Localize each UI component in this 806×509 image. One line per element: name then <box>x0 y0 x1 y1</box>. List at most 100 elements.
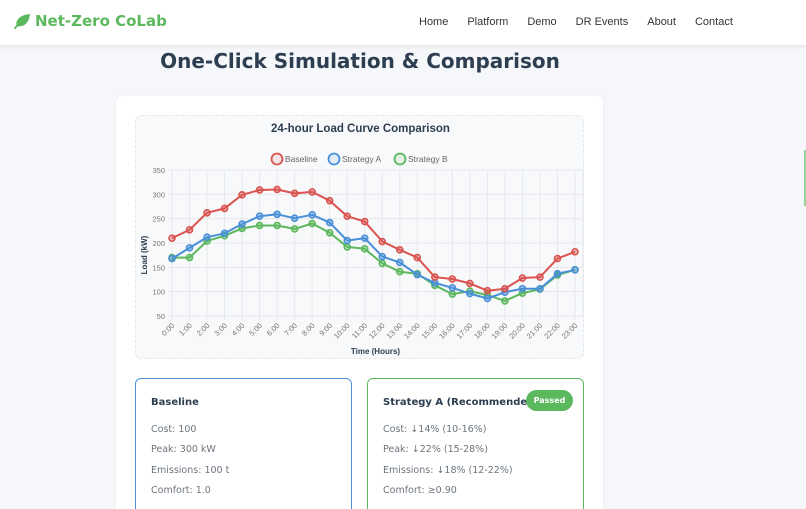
data-point[interactable] <box>395 258 404 267</box>
data-point[interactable] <box>325 196 334 205</box>
data-point[interactable] <box>395 246 404 254</box>
data-point[interactable] <box>413 270 422 279</box>
data-point[interactable] <box>203 209 211 217</box>
data-point[interactable] <box>378 252 387 261</box>
nav-link-contact[interactable]: Contact <box>694 16 733 28</box>
x-axis-label: Time (Hours) <box>351 347 401 356</box>
data-point[interactable] <box>553 269 562 278</box>
svg-text:50: 50 <box>157 312 165 321</box>
legend-item-strategy-a[interactable]: Strategy A <box>327 152 382 166</box>
data-point[interactable] <box>273 185 281 194</box>
data-point[interactable] <box>220 204 229 213</box>
svg-text:19:00: 19:00 <box>490 321 510 341</box>
data-point[interactable] <box>255 186 264 194</box>
nav-link-demo[interactable]: Demo <box>527 16 557 28</box>
data-point[interactable] <box>238 220 246 228</box>
data-point[interactable] <box>308 210 316 219</box>
data-point[interactable] <box>483 286 492 295</box>
svg-text:300: 300 <box>152 190 165 199</box>
data-point[interactable] <box>343 243 352 251</box>
data-point[interactable] <box>360 234 369 242</box>
data-point[interactable] <box>168 254 176 263</box>
data-point[interactable] <box>185 253 194 262</box>
svg-text:8:00: 8:00 <box>300 321 317 338</box>
svg-text:10:00: 10:00 <box>332 321 352 341</box>
data-point[interactable] <box>571 265 579 274</box>
data-point[interactable] <box>290 189 299 198</box>
nav-link-platform[interactable]: Platform <box>467 16 509 28</box>
svg-text:150: 150 <box>152 263 165 272</box>
nav-link-about[interactable]: About <box>647 16 676 28</box>
legend-item-strategy-b[interactable]: Strategy B <box>393 152 449 166</box>
baseline-emissions: Emissions: 100 t <box>151 465 230 476</box>
series-baseline <box>168 185 579 295</box>
top-navbar: Net-Zero CoLab Home Platform Demo DR Eve… <box>0 0 806 45</box>
data-point[interactable] <box>343 236 352 245</box>
data-point[interactable] <box>238 191 246 199</box>
data-point[interactable] <box>308 188 316 196</box>
legend-item-baseline[interactable]: Baseline <box>270 152 318 166</box>
data-point[interactable] <box>501 284 509 293</box>
svg-text:250: 250 <box>152 215 165 224</box>
data-point[interactable] <box>290 214 299 222</box>
data-point[interactable] <box>518 284 527 293</box>
data-point[interactable] <box>466 279 474 288</box>
data-point[interactable] <box>571 247 579 256</box>
data-point[interactable] <box>360 217 369 226</box>
data-point[interactable] <box>220 229 229 238</box>
data-point[interactable] <box>203 233 211 241</box>
svg-text:16:00: 16:00 <box>437 321 457 341</box>
data-point[interactable] <box>395 267 404 276</box>
data-point[interactable] <box>185 226 194 234</box>
svg-text:11:00: 11:00 <box>350 321 369 340</box>
data-point[interactable] <box>273 210 281 219</box>
svg-text:23:00: 23:00 <box>560 321 580 341</box>
baseline-peak: Peak: 300 kW <box>151 444 216 455</box>
svg-text:350: 350 <box>152 166 165 175</box>
data-point[interactable] <box>378 259 387 268</box>
baseline-card: Baseline Cost: 100 Peak: 300 kW Emission… <box>135 378 352 509</box>
page-title: One-Click Simulation & Comparison <box>160 49 560 73</box>
data-point[interactable] <box>448 290 457 298</box>
data-point[interactable] <box>290 225 299 233</box>
svg-text:3:00: 3:00 <box>212 321 229 338</box>
data-point[interactable] <box>431 273 439 281</box>
chart-title: 24-hour Load Curve Comparison <box>271 123 450 135</box>
data-point[interactable] <box>448 275 457 283</box>
data-point[interactable] <box>325 228 334 237</box>
svg-text:17:00: 17:00 <box>455 321 475 341</box>
data-point[interactable] <box>273 221 281 230</box>
brand-logo[interactable]: Net-Zero CoLab <box>12 12 167 30</box>
svg-text:0:00: 0:00 <box>160 321 177 338</box>
data-point[interactable] <box>255 221 264 230</box>
data-point[interactable] <box>483 294 492 303</box>
data-point[interactable] <box>255 212 264 221</box>
data-point[interactable] <box>168 234 176 242</box>
data-point[interactable] <box>343 212 352 221</box>
nav-link-dr-events[interactable]: DR Events <box>575 16 629 28</box>
svg-text:18:00: 18:00 <box>472 321 492 341</box>
x-axis-ticks: 0:00 1:00 2:00 3:00 4:00 5:00 6:00 7:00 8:00 9:00… <box>160 321 580 341</box>
data-point[interactable] <box>413 253 422 262</box>
nav-links: Home Platform Demo DR Events About Conta… <box>419 16 733 28</box>
svg-text:200: 200 <box>152 239 165 248</box>
strategy-a-emissions: Emissions: ↓18% (12-22%) <box>383 465 513 476</box>
svg-text:Baseline: Baseline <box>285 154 318 164</box>
data-point[interactable] <box>448 283 457 292</box>
data-point[interactable] <box>360 245 369 253</box>
data-point[interactable] <box>466 289 474 298</box>
data-point[interactable] <box>378 237 387 246</box>
data-point[interactable] <box>185 244 194 252</box>
data-point[interactable] <box>536 273 544 281</box>
data-point[interactable] <box>553 254 562 263</box>
svg-text:5:00: 5:00 <box>247 321 264 338</box>
svg-text:6:00: 6:00 <box>265 321 282 338</box>
data-point[interactable] <box>308 219 316 228</box>
svg-text:Strategy B: Strategy B <box>408 154 448 164</box>
svg-text:12:00: 12:00 <box>367 321 387 341</box>
data-point[interactable] <box>536 284 544 293</box>
data-point[interactable] <box>325 218 334 227</box>
data-point[interactable] <box>518 274 527 282</box>
data-point[interactable] <box>501 297 509 305</box>
nav-link-home[interactable]: Home <box>419 16 449 28</box>
